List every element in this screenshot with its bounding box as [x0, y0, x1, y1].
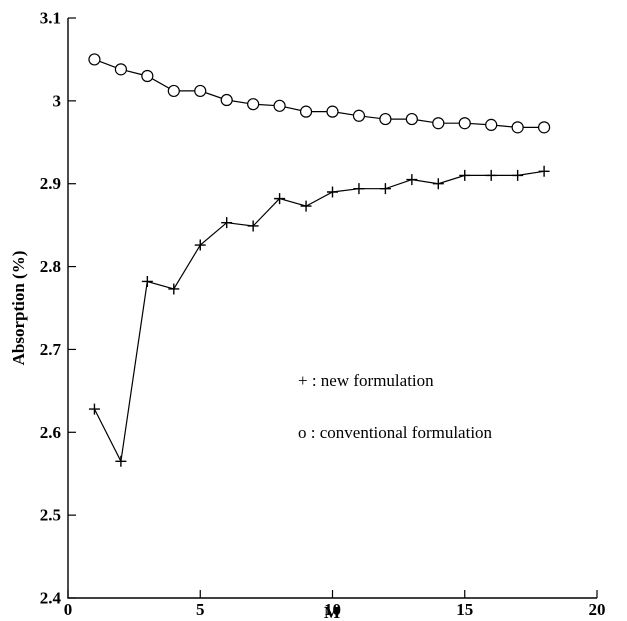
y-tick-label: 2.4: [40, 589, 62, 608]
data-point-conventional-formulation: [194, 84, 207, 98]
x-axis-title: M: [324, 603, 340, 621]
data-point-conventional-formulation: [485, 118, 498, 131]
y-tick-label: 3.1: [40, 9, 61, 28]
series-line-new-formulation: [93, 170, 545, 464]
legend: + : new formulation o : conventional for…: [298, 371, 493, 442]
x-tick-label: 20: [589, 600, 606, 619]
data-point-new-formulation: [221, 217, 233, 229]
legend-label-conventional-formulation: o : conventional formulation: [298, 423, 493, 442]
legend-label-new-formulation: + : new formulation: [298, 371, 434, 390]
series-line-conventional-formulation: [94, 58, 545, 129]
data-point-new-formulation: [247, 220, 259, 232]
data-point-new-formulation: [538, 165, 550, 177]
data-point-conventional-formulation: [326, 105, 339, 118]
data-point-new-formulation: [432, 178, 444, 190]
data-point-conventional-formulation: [141, 69, 154, 83]
data-point-new-formulation: [88, 403, 100, 415]
data-point-conventional-formulation: [88, 53, 101, 66]
data-point-conventional-formulation: [114, 63, 128, 76]
axis-frame: [67, 18, 597, 599]
x-tick-label: 5: [196, 600, 205, 619]
x-tick-label: 0: [64, 600, 73, 619]
data-point-new-formulation: [300, 200, 312, 212]
data-point-conventional-formulation: [220, 93, 233, 107]
data-point-conventional-formulation: [167, 84, 180, 98]
data-point-conventional-formulation: [511, 121, 524, 134]
data-point-conventional-formulation: [432, 117, 445, 130]
data-point-conventional-formulation: [273, 99, 286, 112]
data-point-new-formulation: [406, 174, 418, 186]
data-point-conventional-formulation: [247, 98, 260, 111]
y-tick-label: 2.8: [40, 257, 61, 276]
data-point-conventional-formulation: [458, 117, 471, 130]
y-tick-label: 2.5: [40, 506, 61, 525]
series-layer: [88, 53, 551, 467]
data-point-new-formulation: [274, 193, 286, 205]
data-point-new-formulation: [353, 183, 365, 195]
y-tick-label: 2.7: [40, 340, 62, 359]
data-point-conventional-formulation: [299, 105, 313, 118]
data-point-new-formulation: [194, 239, 206, 251]
data-point-new-formulation: [327, 186, 338, 198]
data-point-new-formulation: [459, 169, 471, 181]
y-axis-title: Absorption (%): [9, 251, 28, 366]
data-point-conventional-formulation: [379, 112, 392, 126]
x-tick-label: 10: [324, 600, 341, 619]
data-point-conventional-formulation: [405, 112, 418, 126]
y-tick-label: 2.6: [40, 423, 61, 442]
y-tick-label: 2.9: [40, 174, 61, 193]
data-point-new-formulation: [485, 169, 497, 181]
data-point-new-formulation: [379, 183, 391, 195]
data-point-new-formulation: [168, 283, 180, 295]
data-point-conventional-formulation: [537, 121, 551, 134]
y-tick-label: 3: [53, 91, 62, 110]
data-point-new-formulation: [115, 455, 127, 467]
data-point-new-formulation: [141, 275, 153, 287]
data-point-new-formulation: [512, 169, 524, 181]
axis-ticks: 0 5 10 15 20 2.4 2.5 2.6 2.7 2.8 2.9 3 3.1: [40, 9, 606, 620]
x-tick-label: 15: [456, 600, 473, 619]
data-point-conventional-formulation: [352, 109, 366, 122]
